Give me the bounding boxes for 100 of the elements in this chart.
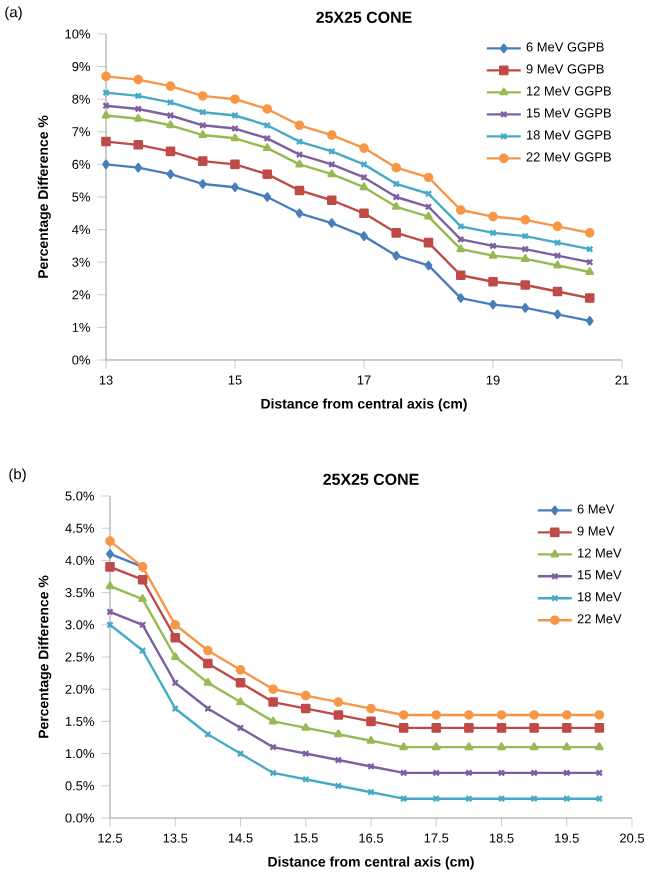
point [106,549,114,559]
point [585,267,595,275]
point [521,303,530,313]
point [327,218,336,228]
point [231,182,239,192]
point [235,677,246,688]
point [230,133,240,142]
point [333,710,344,720]
point [366,716,376,727]
point [366,703,376,714]
point [134,162,143,173]
point [197,156,208,166]
point [170,652,180,660]
point [138,594,147,603]
point [294,120,305,131]
point [105,581,115,590]
point [360,173,368,182]
point [520,254,530,262]
point [326,130,337,140]
point [552,286,563,297]
point [199,108,207,116]
point [333,697,344,707]
point [561,710,572,720]
point [423,237,434,248]
point [170,632,181,643]
point [398,723,409,733]
point [359,143,369,153]
point [431,742,441,751]
point [584,228,595,238]
point [488,211,498,222]
point [391,162,402,173]
point [464,710,474,720]
point [105,562,115,572]
point [594,723,605,733]
point [198,179,207,189]
point [294,185,305,196]
point [553,309,562,320]
point [360,160,368,169]
point [230,159,240,170]
point [529,723,539,733]
point [236,724,245,732]
point [133,113,143,122]
point [431,723,442,733]
point [529,742,539,751]
point [399,742,408,751]
point [496,710,507,720]
point [561,723,572,733]
point [166,169,175,179]
point [165,146,176,157]
point [392,250,401,261]
point [360,231,368,241]
point [424,211,433,220]
point [456,244,466,253]
point [594,710,605,720]
point [231,124,239,133]
point [263,121,271,129]
point [366,735,376,744]
point [231,111,239,120]
point [562,742,572,751]
point [105,536,115,546]
point [334,756,343,764]
point [595,742,604,751]
point [584,293,595,303]
point [137,574,148,585]
point [489,299,497,310]
point [295,208,304,219]
point [268,684,278,694]
point [133,74,144,85]
point [171,679,179,687]
point [165,81,176,91]
point [300,690,311,701]
point [326,195,337,206]
point [300,703,311,714]
point [497,769,506,777]
point [391,201,401,210]
point [301,723,311,731]
point [204,704,212,713]
point [199,121,207,129]
point [235,665,246,675]
point [457,222,465,231]
point [464,742,474,751]
point [166,120,175,129]
point [424,260,433,271]
point [102,159,110,170]
point [198,130,208,139]
point [552,221,563,232]
point [262,143,272,152]
point [391,228,402,238]
point [496,723,507,733]
point [456,293,465,303]
point [101,136,111,147]
point [263,134,271,143]
point [133,140,144,150]
point [197,91,208,101]
point [431,710,442,720]
point [520,215,531,225]
point [203,658,213,669]
point [464,723,474,733]
point [268,697,278,707]
point [203,677,213,686]
